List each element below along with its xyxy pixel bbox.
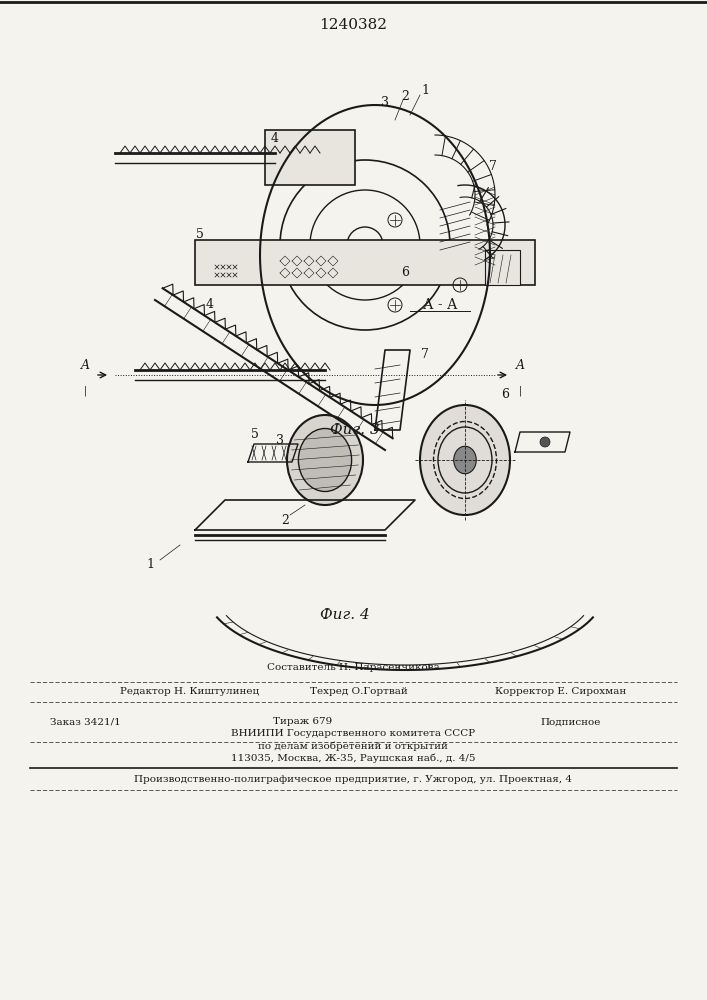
Text: 7: 7: [421, 349, 429, 361]
Ellipse shape: [287, 415, 363, 505]
Text: 2: 2: [401, 91, 409, 104]
Text: Фиг. 4: Фиг. 4: [320, 608, 370, 622]
Bar: [195, 240, 535, 285]
Text: Корректор Е. Сирохман: Корректор Е. Сирохман: [495, 688, 626, 696]
Text: 5: 5: [251, 428, 259, 442]
Text: 2: 2: [281, 514, 289, 526]
Bar: [265, 130, 355, 185]
Text: 3: 3: [381, 97, 389, 109]
Text: A: A: [515, 359, 525, 372]
Text: Составитель Н. Парасенчикова: Составитель Н. Парасенчикова: [267, 664, 439, 672]
Text: 3: 3: [276, 434, 284, 446]
Text: Заказ 3421/1: Заказ 3421/1: [50, 718, 121, 726]
Text: ВНИИПИ Государственного комитета СССР: ВНИИПИ Государственного комитета СССР: [231, 730, 475, 738]
Text: 1: 1: [421, 84, 429, 97]
Text: |: |: [83, 385, 87, 395]
Text: 113035, Москва, Ж-35, Раушская наб., д. 4/5: 113035, Москва, Ж-35, Раушская наб., д. …: [230, 753, 475, 763]
Ellipse shape: [454, 446, 477, 474]
Text: по делам изобретений и открытий: по делам изобретений и открытий: [258, 741, 448, 751]
Text: 1: 1: [146, 558, 154, 572]
Text: 6: 6: [501, 388, 509, 401]
Text: 7: 7: [489, 160, 497, 174]
Text: A: A: [81, 359, 90, 372]
Text: Фиг. 3: Фиг. 3: [330, 423, 380, 437]
Ellipse shape: [420, 405, 510, 515]
Text: Редактор Н. Киштулинец: Редактор Н. Киштулинец: [120, 688, 259, 696]
Text: |: |: [518, 385, 522, 395]
Text: А - А: А - А: [423, 298, 457, 312]
Text: 5: 5: [196, 229, 204, 241]
Text: 4: 4: [271, 131, 279, 144]
Bar: [485, 250, 520, 285]
Text: Производственно-полиграфическое предприятие, г. Ужгород, ул. Проектная, 4: Производственно-полиграфическое предприя…: [134, 776, 572, 784]
Text: Техред О.Гортвай: Техред О.Гортвай: [310, 688, 408, 696]
Text: 4: 4: [206, 298, 214, 312]
Text: 6: 6: [401, 266, 409, 279]
Circle shape: [540, 437, 550, 447]
Ellipse shape: [298, 428, 351, 491]
Text: Подписное: Подписное: [540, 718, 600, 726]
Text: 1240382: 1240382: [319, 18, 387, 32]
Text: Тираж 679: Тираж 679: [274, 718, 332, 726]
